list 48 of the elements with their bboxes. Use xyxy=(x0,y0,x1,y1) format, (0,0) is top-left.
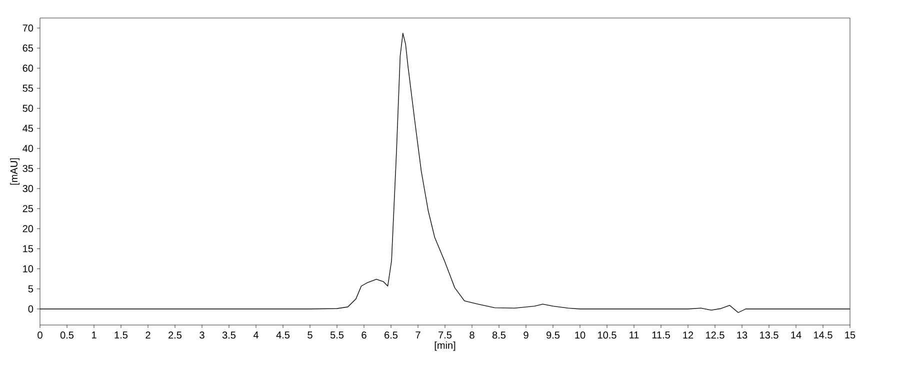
x-tick-label: 8.5 xyxy=(492,332,506,339)
y-tick-label: 5 xyxy=(28,285,34,292)
y-tick-label: 65 xyxy=(22,44,34,52)
y-tick-label: 20 xyxy=(22,225,34,232)
x-tick-label: 14.5 xyxy=(814,332,832,339)
x-tick-label: 0.5 xyxy=(60,332,74,339)
y-tick-label: 35 xyxy=(22,164,34,172)
y-tick-label: 30 xyxy=(22,185,34,192)
y-tick-label: 15 xyxy=(23,245,34,252)
x-tick-label: 2.5 xyxy=(168,332,182,339)
y-tick-label: 0 xyxy=(28,305,34,312)
y-tick-label: 55 xyxy=(22,84,34,92)
x-tick-label: 3 xyxy=(200,332,204,339)
y-tick-label: 50 xyxy=(22,104,34,112)
x-tick-label: 6.5 xyxy=(384,332,398,339)
x-tick-label: 2 xyxy=(146,332,150,339)
x-tick-label: 6 xyxy=(362,332,366,339)
x-tick-label: 13.5 xyxy=(760,332,778,339)
x-tick-label: 11 xyxy=(630,332,639,338)
x-tick-label: 11.5 xyxy=(652,332,670,339)
x-tick-label: 12 xyxy=(683,332,694,339)
x-tick-label: 9 xyxy=(524,332,528,339)
x-tick-label: 9.5 xyxy=(546,332,560,339)
y-tick-label: 40 xyxy=(22,144,34,152)
x-tick-label: 8 xyxy=(470,332,474,339)
x-tick-label: 7 xyxy=(416,332,420,338)
x-tick-label: 5 xyxy=(308,332,312,339)
x-tick-label: 3.5 xyxy=(222,332,236,339)
x-tick-label: 7.5 xyxy=(438,332,452,339)
y-tick-label: 45 xyxy=(22,124,34,132)
y-axis-title: [mAU] xyxy=(10,158,20,185)
x-tick-label: 10.5 xyxy=(598,332,616,339)
x-tick-label: 4.5 xyxy=(276,332,290,339)
x-tick-label: 12.5 xyxy=(706,332,724,339)
x-axis-title: [min] xyxy=(434,341,456,351)
x-tick-label: 5.5 xyxy=(330,332,344,339)
x-tick-label: 14 xyxy=(791,332,802,338)
x-tick-label: 4 xyxy=(253,332,258,338)
x-tick-label: 1 xyxy=(92,332,96,338)
x-tick-label: 15 xyxy=(845,332,856,339)
y-tick-label: 25 xyxy=(22,205,34,212)
y-tick-label: 70 xyxy=(22,24,34,32)
y-tick-label: 10 xyxy=(23,265,34,272)
x-tick-label: 13 xyxy=(737,332,748,339)
y-tick-label: 60 xyxy=(22,64,34,72)
x-tick-label: 10 xyxy=(575,332,586,339)
x-tick-label: 0 xyxy=(38,332,42,339)
x-tick-label: 1.5 xyxy=(114,332,128,339)
